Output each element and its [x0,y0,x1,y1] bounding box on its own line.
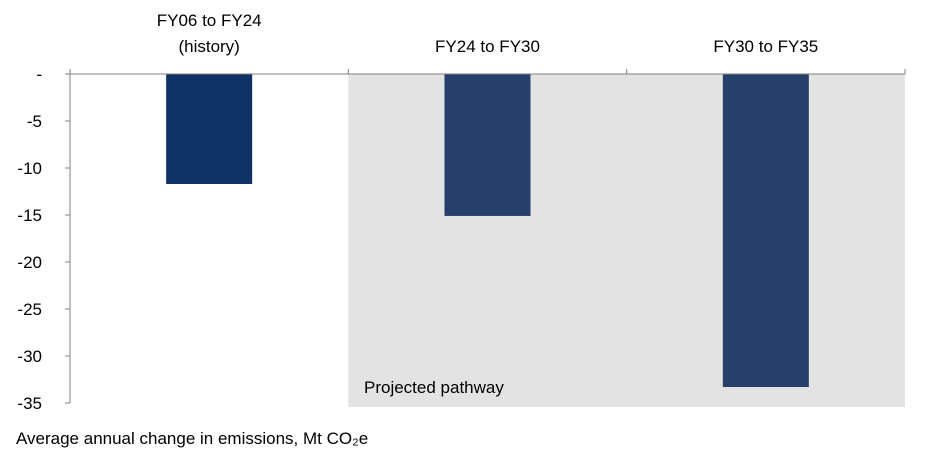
y-tick-label: -35 [17,394,42,413]
bar-1 [166,74,253,184]
projected-pathway-label: Projected pathway [364,378,504,397]
projected-pathway-shade [348,74,905,407]
y-tick-label: -20 [17,253,42,272]
y-tick-label: -25 [17,300,42,319]
y-tick-label: -10 [17,159,42,178]
y-tick-label: - [36,65,42,84]
category-label: FY30 to FY35 [713,37,818,56]
y-tick-label: -5 [27,112,42,131]
category-label: FY06 to FY24 [157,11,262,30]
y-tick-label: -15 [17,206,42,225]
category-label: (history) [178,37,239,56]
bar-3 [722,74,809,388]
y-axis-title: Average annual change in emissions, Mt C… [16,429,368,448]
category-label: FY24 to FY30 [435,37,540,56]
y-tick-label: -30 [17,347,42,366]
bar-2 [444,74,531,216]
